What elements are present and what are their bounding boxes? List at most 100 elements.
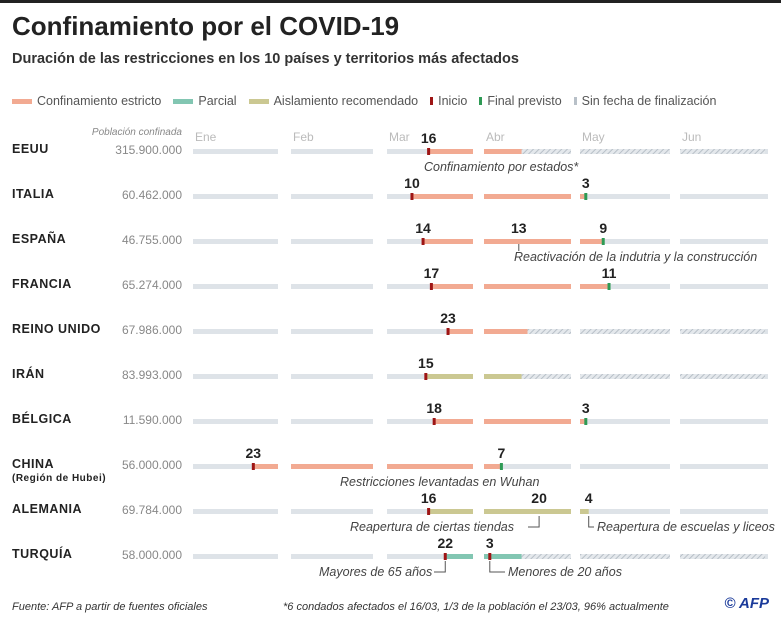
- marker-start: [432, 418, 436, 425]
- segment-strict: [484, 194, 571, 199]
- annotation-leader: [588, 516, 594, 528]
- date-label: 16: [420, 130, 437, 146]
- annotation: Reactivación de la indutria y la constru…: [514, 250, 758, 264]
- month-bar-base: [680, 239, 768, 244]
- month-label-may: May: [582, 130, 605, 144]
- legend-swatch: [430, 97, 434, 105]
- population-value: 69.784.000: [121, 503, 182, 517]
- legend-label: Aislamiento recomendado: [273, 94, 419, 108]
- country-label: FRANCIA: [12, 277, 72, 291]
- legend-label: Final previsto: [487, 94, 562, 108]
- segment-strict: [580, 419, 586, 424]
- marker-start: [410, 193, 414, 200]
- marker-end: [499, 463, 503, 470]
- timeline-chart: [193, 148, 768, 573]
- segment-strict: [484, 149, 522, 154]
- segment-open_ended: [680, 374, 766, 379]
- month-bar-base: [193, 194, 278, 199]
- population-value: 11.590.000: [122, 413, 182, 427]
- population-header: Población confinada: [91, 127, 182, 138]
- month-bar-base: [680, 419, 768, 424]
- marker-start: [429, 283, 433, 290]
- annotation-leader: [434, 561, 446, 573]
- segment-strict: [434, 419, 473, 424]
- marker-start: [446, 328, 450, 335]
- month-bar-base: [580, 509, 670, 514]
- month-bar-base: [291, 374, 373, 379]
- date-label: 18: [426, 400, 442, 416]
- annotation: Mayores de 65 años: [319, 565, 433, 579]
- segment-open_ended: [580, 374, 670, 379]
- country-label: EEUU: [12, 142, 49, 156]
- segment-open_ended: [527, 329, 571, 334]
- country-label: ESPAÑA: [12, 232, 67, 246]
- month-bar-base: [680, 284, 768, 289]
- annotation: Restricciones levantadas en Wuhan: [340, 475, 540, 489]
- segment-strict: [253, 464, 278, 469]
- segment-partial: [484, 554, 522, 559]
- month-label-mar: Mar: [389, 130, 410, 144]
- country-sublabel: (Región de Hubei): [12, 473, 107, 484]
- month-bar-base: [387, 554, 473, 559]
- legend-swatch: [479, 97, 483, 105]
- annotation-leader: [489, 561, 505, 573]
- legend-label: Parcial: [198, 94, 237, 108]
- month-bar-base: [193, 374, 278, 379]
- month-bar-base: [291, 419, 373, 424]
- month-bar-base: [193, 509, 278, 514]
- segment-strict: [448, 329, 473, 334]
- month-bar-base: [291, 329, 373, 334]
- month-bar-base: [193, 554, 278, 559]
- date-label: 13: [511, 220, 527, 236]
- legend-swatch: [12, 98, 32, 104]
- segment-strict: [387, 464, 473, 469]
- segment-recommended: [580, 509, 589, 514]
- month-bar-base: [193, 239, 278, 244]
- legend-label: Inicio: [438, 94, 468, 108]
- legend-item-hatch: Sin fecha de finalización: [573, 94, 717, 108]
- afp-logo: © AFP: [724, 595, 769, 612]
- legend: Confinamiento estricto Parcial Aislamiento…: [12, 94, 716, 108]
- segment-open_ended: [580, 554, 670, 559]
- month-bar-base: [193, 284, 278, 289]
- segment-strict: [580, 239, 604, 244]
- segment-strict: [580, 194, 586, 199]
- month-bar-base: [193, 464, 278, 469]
- country-label: CHINA: [12, 457, 55, 471]
- date-label: 3: [581, 400, 590, 416]
- month-bar-base: [580, 194, 670, 199]
- country-label: IRÁN: [12, 367, 45, 381]
- segment-open_ended: [521, 374, 571, 379]
- annotation: Menores de 20 años: [508, 565, 622, 579]
- date-label: 3: [485, 535, 494, 551]
- month-bar-base: [193, 149, 278, 154]
- month-label-jun: Jun: [682, 130, 702, 144]
- footnote: *6 condados afectados el 16/03, 1/3 de l…: [283, 601, 669, 613]
- marker-end: [607, 283, 611, 290]
- date-label: 14: [415, 220, 431, 236]
- month-label-ene: Ene: [195, 130, 217, 144]
- marker-start: [443, 553, 447, 560]
- month-bar-base: [580, 464, 670, 469]
- legend-label: Sin fecha de finalización: [581, 94, 717, 108]
- segment-recommended: [484, 374, 522, 379]
- annotation: Reapertura de escuelas y liceos: [597, 520, 775, 534]
- country-label: REINO UNIDO: [12, 322, 101, 336]
- segment-strict: [428, 149, 473, 154]
- month-bar-base: [291, 284, 373, 289]
- segment-recommended: [428, 509, 473, 514]
- chart-title: Confinamiento por el COVID-19: [12, 11, 400, 41]
- month-bar-base: [291, 149, 373, 154]
- segment-strict: [484, 239, 571, 244]
- source-note: Fuente: AFP a partir de fuentes oficiale…: [12, 601, 208, 613]
- legend-swatch: [573, 97, 577, 105]
- month-bar-base: [291, 509, 373, 514]
- month-bar-base: [387, 329, 473, 334]
- date-label: 3: [581, 175, 590, 191]
- legend-swatch: [173, 98, 194, 104]
- marker-start: [488, 553, 492, 560]
- annotation: Confinamiento por estados*: [424, 160, 579, 174]
- legend-item-recommended: Aislamiento recomendado: [248, 94, 419, 108]
- population-value: 46.755.000: [121, 233, 182, 247]
